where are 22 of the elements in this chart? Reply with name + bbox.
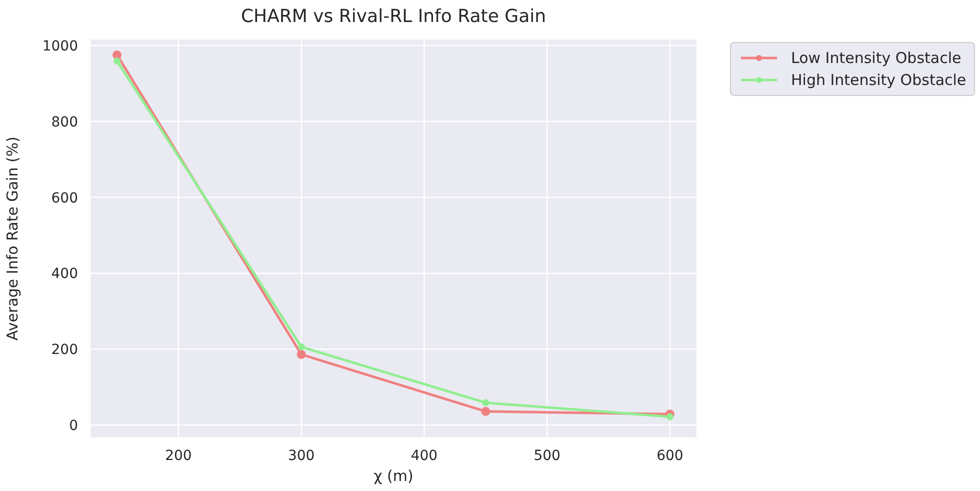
point — [114, 58, 121, 65]
legend-label: High Intensity Obstacle — [790, 70, 966, 91]
y-tick-label: 1000 — [42, 38, 78, 54]
x-tick-label: 200 — [165, 448, 192, 464]
y-tick-label: 0 — [69, 418, 78, 434]
chart-title: CHARM vs Rival-RL Info Rate Gain — [240, 6, 548, 27]
x-axis-title: χ (m) — [374, 467, 414, 485]
y-tick-label: 200 — [51, 342, 78, 358]
point — [482, 399, 490, 406]
point — [481, 406, 490, 416]
x-tick-label: 400 — [410, 448, 438, 464]
point — [666, 413, 674, 420]
point — [296, 350, 306, 359]
x-tick-label: 600 — [656, 448, 684, 464]
y-tick-label: 600 — [51, 190, 78, 206]
point — [298, 343, 305, 350]
legend-label: Low Intensity Obstacle — [790, 48, 962, 69]
x-tick-label: 300 — [288, 448, 315, 464]
x-tick-label: 500 — [534, 448, 560, 464]
y-tick-label: 800 — [51, 114, 78, 130]
y-tick-label: 400 — [51, 266, 78, 282]
y-axis-title: Average Info Rate Gain (%) — [3, 136, 22, 340]
